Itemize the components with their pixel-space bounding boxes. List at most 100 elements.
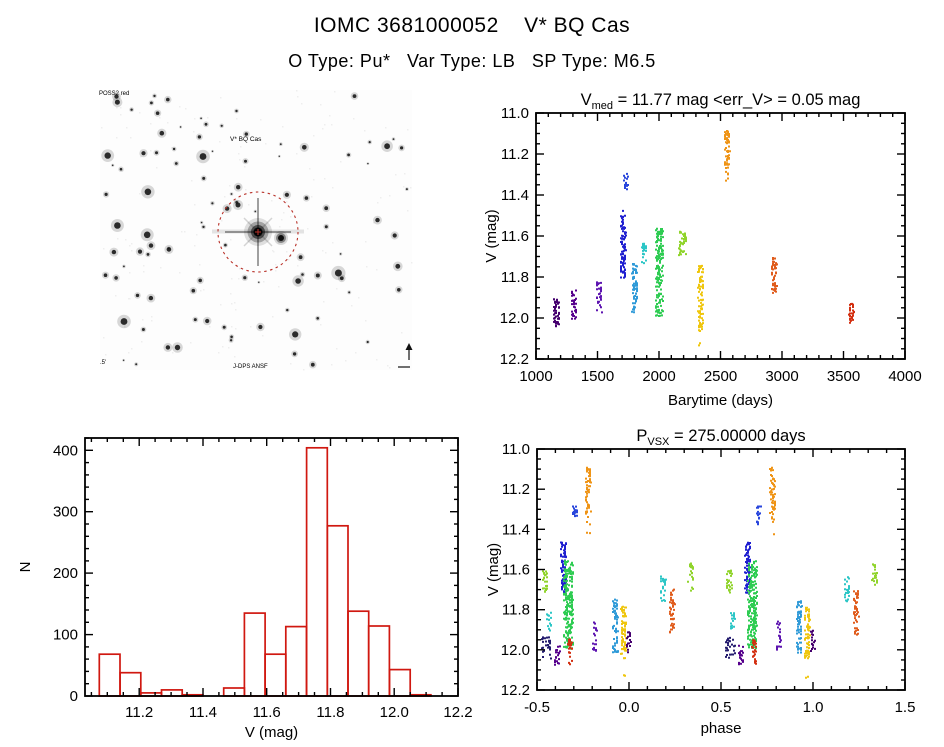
- star: [104, 192, 108, 196]
- scatter-cluster: [620, 605, 627, 660]
- scatter-cluster: [655, 227, 664, 317]
- scatter-cluster: [871, 563, 878, 586]
- x-tick-label: 2000: [642, 368, 675, 385]
- finder-survey-label: POSS2 red: [99, 91, 129, 97]
- star: [302, 145, 307, 150]
- scatter-cluster: [567, 638, 573, 666]
- plot-title: PVSX = 275.00000 days: [636, 427, 805, 448]
- y-axis-title: V (mag): [483, 209, 500, 262]
- x-tick-label: 1000: [519, 368, 552, 385]
- scatter-cluster: [756, 505, 762, 526]
- scatter-cluster: [698, 342, 701, 347]
- star: [295, 278, 301, 284]
- y-tick-label: 100: [53, 627, 78, 644]
- star: [119, 167, 123, 171]
- star: [258, 281, 260, 283]
- star: [400, 146, 404, 150]
- star: [405, 188, 408, 191]
- y-tick-label: 11.8: [501, 269, 529, 286]
- x-axis-title: phase: [701, 720, 742, 737]
- star: [235, 109, 238, 113]
- star: [174, 162, 178, 165]
- scatter-cluster: [848, 302, 855, 324]
- scatter-cluster: [796, 600, 803, 654]
- plot-frame: [536, 448, 906, 691]
- star: [292, 331, 299, 338]
- y-tick-label: 11.4: [502, 521, 530, 538]
- star: [211, 150, 214, 152]
- scatter-cluster: [771, 257, 778, 294]
- x-tick-label: 0.5: [711, 699, 732, 716]
- y-tick-label: 11.4: [501, 187, 529, 204]
- star: [114, 222, 121, 229]
- scatter-cluster: [631, 263, 638, 314]
- scatter-cluster: [669, 588, 676, 634]
- y-tick-label: 11.6: [501, 228, 529, 245]
- star: [135, 363, 138, 366]
- star: [155, 151, 158, 155]
- x-tick-label: -0.5: [524, 699, 550, 716]
- y-tick-label: 12.0: [500, 310, 529, 327]
- star: [205, 318, 210, 324]
- scatter-cluster: [853, 590, 860, 636]
- star: [229, 339, 233, 342]
- x-tick-label: 1.0: [803, 699, 824, 716]
- scatter-cluster: [805, 675, 809, 679]
- star: [103, 273, 108, 278]
- star: [114, 94, 119, 99]
- star: [284, 192, 289, 197]
- histogram-bar: [264, 653, 287, 697]
- scatter-cluster: [542, 570, 548, 593]
- scatter-cluster: [697, 264, 704, 332]
- histogram-bar: [347, 610, 370, 697]
- y-tick-label: 11.2: [502, 481, 530, 498]
- star: [174, 344, 181, 351]
- scatter-cluster: [744, 541, 751, 595]
- histogram-bar: [388, 668, 412, 697]
- compass-north-arrow: [405, 343, 413, 350]
- star: [120, 318, 128, 325]
- scatter-cluster: [563, 560, 574, 650]
- star: [286, 308, 289, 312]
- scatter-cluster: [554, 645, 561, 666]
- y-tick-label: 11.8: [502, 602, 530, 619]
- page-subtitle: O Type: Pu* Var Type: LB SP Type: M6.5: [288, 51, 656, 71]
- scatter-cluster: [623, 172, 629, 191]
- finder-scale-label: .5': [100, 360, 106, 366]
- scatter-cluster: [553, 298, 560, 328]
- x-tick-label: 3000: [765, 368, 798, 385]
- star: [104, 152, 111, 159]
- y-tick-label: 11.2: [501, 146, 529, 163]
- star: [304, 196, 309, 200]
- scatter-cluster: [810, 629, 816, 652]
- star: [148, 243, 154, 248]
- scatter-cluster: [571, 289, 577, 320]
- histogram-bar: [305, 446, 329, 697]
- histogram-plot: 11.2 11.4 11.6 11.8 12.0 12.2 0 100 200 300 400 V (…: [17, 437, 473, 741]
- y-tick-label: 12.2: [500, 351, 529, 368]
- star: [122, 359, 125, 361]
- axis-ticks: [536, 448, 906, 691]
- star: [148, 295, 154, 301]
- star: [114, 99, 120, 105]
- star: [324, 206, 329, 211]
- star: [211, 202, 214, 205]
- star: [137, 249, 143, 254]
- y-tick-label: 12.0: [501, 642, 530, 659]
- star: [155, 111, 160, 115]
- x-tick-label: 12.2: [443, 704, 472, 721]
- y-tick-label: 11.0: [502, 441, 530, 458]
- scatter-cluster: [592, 621, 598, 652]
- scatter-cluster: [844, 576, 850, 603]
- star: [135, 293, 140, 298]
- star: [339, 253, 342, 255]
- scatter-cluster: [612, 598, 619, 654]
- scatter-cluster: [660, 575, 667, 602]
- star: [202, 225, 205, 229]
- star: [339, 276, 344, 281]
- scatter-cluster: [730, 612, 736, 630]
- star: [153, 94, 156, 98]
- y-tick-label: 0: [70, 688, 78, 705]
- star: [198, 278, 202, 283]
- scatter-cluster: [623, 674, 626, 677]
